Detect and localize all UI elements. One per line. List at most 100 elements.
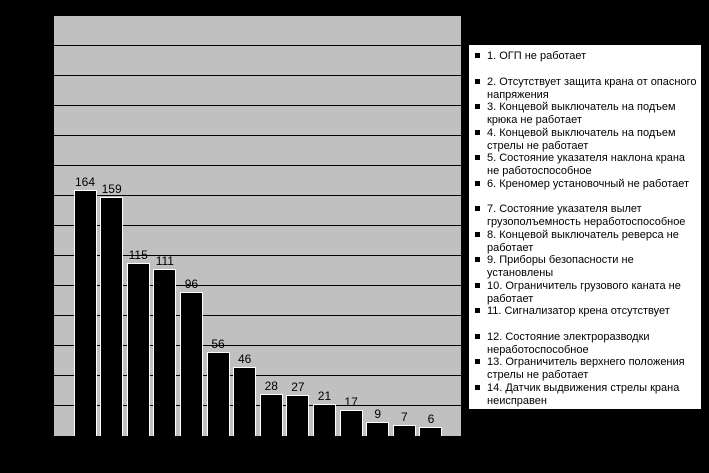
legend-item-label: 9. Приборы безопасности не установлены	[487, 254, 634, 279]
legend-square-marker-icon	[475, 104, 480, 109]
legend-item: 12. Состояние электроразводки неработосп…	[475, 331, 699, 357]
legend-square-marker-icon	[475, 155, 480, 160]
bar	[233, 367, 257, 436]
bar	[259, 394, 283, 436]
bar-slot: 115	[125, 16, 151, 436]
legend-square-marker-icon	[475, 180, 480, 186]
legend-item-label: 11. Сигнализатор крена отсутствует	[487, 305, 670, 317]
bar-value-label: 159	[101, 182, 122, 196]
bar	[179, 292, 203, 436]
legend-item: 4. Концевой выключатель на подъем стрелы…	[475, 127, 699, 153]
legend-item-label: 12. Состояние электроразводки неработосп…	[487, 330, 650, 356]
bar-slot: 96	[178, 16, 204, 436]
legend-square-marker-icon	[475, 78, 480, 84]
gridline	[54, 195, 461, 196]
bar-value-label: 46	[237, 352, 252, 366]
legend-item: 3. Концевой выключатель на подъем крюка …	[475, 101, 699, 127]
gridline	[54, 255, 461, 256]
bar-slot: 56	[205, 16, 231, 436]
bar-value-label: 27	[291, 380, 305, 394]
legend-square-marker-icon	[475, 282, 480, 288]
bar-value-label: 17	[344, 395, 358, 409]
gridline	[54, 225, 461, 226]
legend-item-label: 8. Концевой выключатель реверса не работ…	[487, 228, 679, 254]
bar-slot: 27	[285, 16, 311, 436]
gridline	[54, 135, 461, 136]
legend-item: 14. Датчик выдвижения стрелы крана неисп…	[475, 382, 699, 408]
bar	[153, 269, 177, 436]
plot-area: 164 159 115 111 96 56 46 28 27 21 17 9 7 6	[53, 15, 462, 437]
bar-value-label: 21	[317, 389, 332, 403]
legend-item-label: 7. Состояние указателя вылет грузополъем…	[487, 203, 686, 228]
gridline	[54, 315, 461, 316]
legend-item-label: 3. Концевой выключатель на подъем крюка …	[487, 101, 676, 126]
bar-value-label: 96	[184, 277, 199, 291]
legend-square-marker-icon	[475, 231, 480, 237]
legend-square-marker-icon	[475, 333, 480, 339]
bar-slot: 28	[258, 16, 284, 436]
bar-slot: 111	[152, 16, 178, 436]
legend-square-marker-icon	[475, 359, 480, 364]
legend-square-marker-icon	[475, 384, 480, 390]
legend-item: 6. Креномер установочный не работает	[475, 178, 699, 204]
legend-item: 10. Ограничитель грузового каната не раб…	[475, 280, 699, 306]
gridline	[54, 45, 461, 46]
bar-value-label: 115	[128, 248, 148, 262]
bar	[286, 395, 310, 436]
gridline	[54, 375, 461, 376]
legend-square-marker-icon	[475, 308, 480, 313]
bar	[366, 422, 390, 436]
bar-slot: 21	[311, 16, 337, 436]
bar-slot: 164	[72, 16, 98, 436]
legend-square-marker-icon	[475, 53, 480, 58]
bar	[206, 352, 230, 436]
legend-item-label: 6. Креномер установочный не работает	[487, 177, 690, 190]
legend-item-label: 4. Концевой выключатель на подъем стрелы…	[487, 126, 676, 152]
gridline	[54, 105, 461, 106]
bar-slot: 6	[418, 16, 444, 436]
legend-item-label: 13. Ограничитель верхнего положения стре…	[487, 356, 685, 381]
legend-item-label: 5. Состояние указателя наклона крана не …	[487, 152, 686, 177]
bar-value-label: 6	[427, 412, 435, 426]
bar-value-label: 111	[155, 254, 174, 268]
legend-square-marker-icon	[475, 257, 480, 262]
legend-item: 11. Сигнализатор крена отсутствует	[475, 305, 699, 331]
bar	[100, 197, 124, 436]
legend-item: 1. ОГП не работает	[475, 50, 699, 76]
gridline	[54, 165, 461, 166]
bar-value-label: 7	[400, 410, 408, 424]
legend-item-label: 14. Датчик выдвижения стрелы крана неисп…	[487, 381, 680, 407]
legend-item: 13. Ограничитель верхнего положения стре…	[475, 356, 699, 382]
legend-item: 8. Концевой выключатель реверса не работ…	[475, 229, 699, 255]
bar-value-label: 56	[211, 337, 225, 351]
bar-value-label: 9	[374, 407, 382, 421]
legend-item: 7. Состояние указателя вылет грузополъем…	[475, 203, 699, 229]
gridline	[54, 345, 461, 346]
gridline	[54, 405, 461, 406]
bar	[339, 410, 363, 436]
gridline	[54, 285, 461, 286]
bar	[419, 427, 443, 436]
bar	[73, 190, 97, 436]
bar-value-label: 164	[74, 175, 96, 189]
legend-item-label: 2. Отсутствует защита крана от опасного …	[487, 75, 697, 101]
legend-square-marker-icon	[475, 206, 480, 211]
legend-item-label: 10. Ограничитель грузового каната не раб…	[487, 279, 681, 305]
bar-slot: 9	[365, 16, 391, 436]
bar	[312, 404, 336, 436]
legend-item: 5. Состояние указателя наклона крана не …	[475, 152, 699, 178]
bars-container: 164 159 115 111 96 56 46 28 27 21 17 9 7 6	[72, 16, 444, 436]
gridline	[54, 75, 461, 76]
bar-slot: 7	[391, 16, 417, 436]
bar	[392, 425, 416, 436]
legend-item: 2. Отсутствует защита крана от опасного …	[475, 76, 699, 102]
bar	[126, 263, 150, 436]
bar-slot: 46	[232, 16, 258, 436]
bar-value-label: 28	[264, 379, 278, 393]
legend-square-marker-icon	[475, 129, 480, 135]
bar-slot: 17	[338, 16, 364, 436]
legend: 1. ОГП не работает 2. Отсутствует защита …	[468, 44, 702, 410]
legend-item: 9. Приборы безопасности не установлены	[475, 254, 699, 280]
bar-slot: 159	[99, 16, 125, 436]
